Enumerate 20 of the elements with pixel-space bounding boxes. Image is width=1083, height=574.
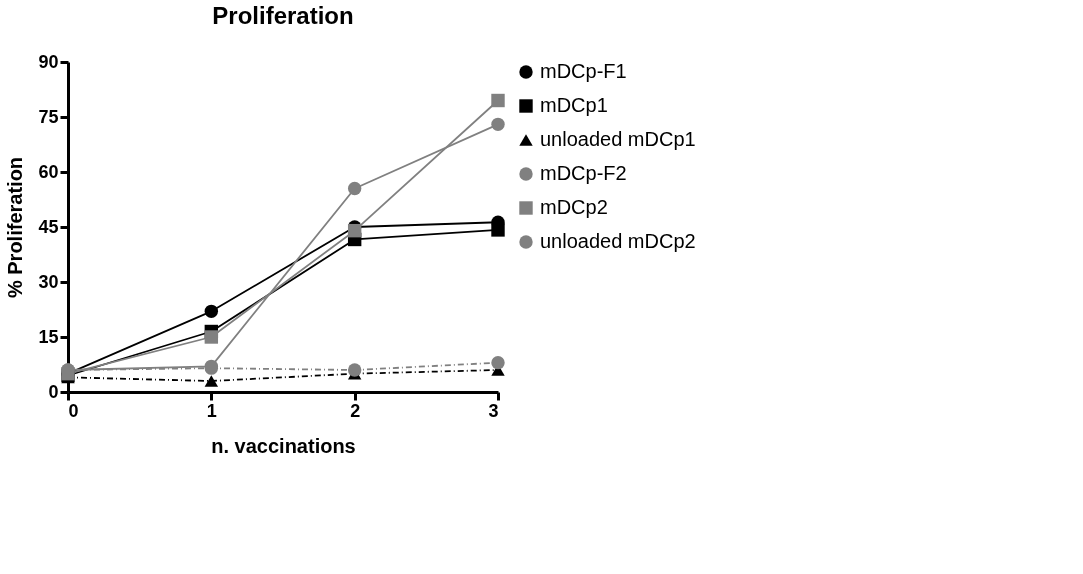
legend-label: mDCp2 <box>540 196 608 218</box>
legend-label: unloaded mDCp1 <box>540 128 696 150</box>
y-tick-label: 60 <box>38 161 59 182</box>
y-tick-label: 75 <box>38 106 59 127</box>
legend-label: mDCp-F1 <box>540 60 627 82</box>
y-tick-label: 45 <box>38 216 59 237</box>
legend-label: mDCp1 <box>540 94 608 116</box>
chart-title: Proliferation <box>212 2 354 29</box>
y-axis-title: % Proliferation <box>4 156 27 299</box>
x-tick-label: 1 <box>206 400 217 421</box>
y-tick-label: 15 <box>38 326 59 347</box>
legend-label: mDCp-F2 <box>540 162 627 184</box>
x-tick-label: 2 <box>350 400 361 421</box>
y-tick-label: 90 <box>38 51 59 72</box>
x-tick-label: 3 <box>488 400 499 421</box>
y-tick-label: 30 <box>38 271 59 292</box>
x-tick-label: 0 <box>68 400 79 421</box>
y-tick-label: 0 <box>48 381 59 402</box>
legend-label: unloaded mDCp2 <box>540 230 696 252</box>
x-axis-title: n. vaccinations <box>211 434 356 457</box>
